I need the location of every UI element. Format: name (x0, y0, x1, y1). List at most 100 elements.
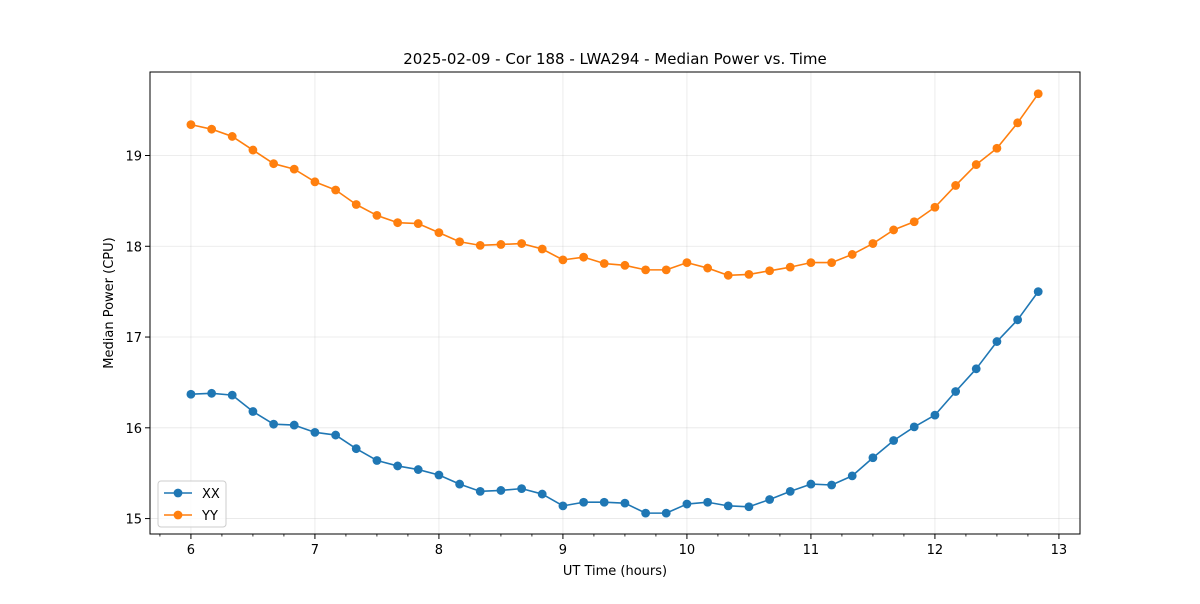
series-yy-point (207, 124, 217, 134)
series-yy-point (186, 120, 196, 130)
series-xx-point (806, 479, 816, 489)
y-tick-label: 16 (125, 422, 142, 437)
series-xx-point (517, 484, 527, 494)
series-xx-point (351, 444, 361, 454)
legend-xx-label: XX (202, 487, 220, 502)
series-xx-point (579, 497, 589, 507)
series-yy-point (558, 255, 568, 265)
series-xx-point (868, 453, 878, 463)
series-xx-point (372, 456, 382, 465)
series-yy-point (889, 225, 899, 235)
series-xx-point (909, 422, 919, 432)
series-yy-point (331, 185, 341, 195)
series-xx-point (889, 436, 899, 445)
series-yy-point (744, 270, 754, 279)
series-xx-point (269, 419, 279, 429)
series-xx-point (331, 430, 341, 440)
x-tick-label: 13 (1051, 543, 1068, 558)
x-tick-label: 7 (311, 543, 319, 558)
series-yy-point (393, 218, 403, 228)
series-xx-point (393, 461, 403, 471)
series-xx-point (434, 470, 444, 480)
series-yy-point (785, 262, 795, 272)
series-yy-point (827, 258, 837, 268)
legend-yy-label: YY (201, 509, 218, 524)
y-tick-label: 15 (125, 513, 142, 528)
chart-title: 2025-02-09 - Cor 188 - LWA294 - Median P… (403, 50, 827, 68)
x-tick-label: 9 (559, 543, 567, 558)
plot-frame (149, 71, 1081, 535)
series-yy-point (951, 181, 961, 190)
series-xx-point (785, 486, 795, 496)
x-axis-label: UT Time (hours) (563, 564, 667, 579)
x-tick-label: 11 (803, 543, 820, 558)
series-xx-point (930, 410, 940, 420)
series-yy-point (992, 143, 1002, 153)
series-xx-point (992, 337, 1002, 346)
series-yy-point (227, 132, 237, 141)
x-tick-label: 10 (679, 543, 696, 558)
series-yy-point (1033, 89, 1043, 99)
series-yy-point (372, 211, 382, 220)
series-xx-point (413, 465, 423, 474)
series-xx-point (186, 389, 196, 399)
series-yy-point (351, 200, 361, 209)
series-yy-point (413, 219, 423, 228)
series-yy-point (641, 265, 651, 275)
series-xx-point (248, 407, 258, 416)
series-yy-point (269, 159, 279, 169)
series-yy-point (310, 177, 320, 187)
legend-xx-marker (173, 488, 183, 498)
series-xx-point (475, 486, 485, 496)
series-xx-point (1033, 287, 1043, 297)
y-tick-label: 17 (125, 331, 142, 346)
ticks: 6 7 8 9 10 11 12 13 15 16 17 18 19 (125, 150, 1067, 558)
series-yy-point (1013, 118, 1023, 128)
series-yy-point (599, 259, 609, 268)
series-yy-point (930, 202, 940, 212)
series-yy-point (971, 160, 981, 169)
series-yy-point (537, 244, 547, 254)
y-tick-label: 19 (125, 150, 142, 165)
series-yy-point (517, 239, 527, 248)
series-xx-point (682, 499, 692, 509)
series-yy-point (620, 260, 630, 270)
x-tick-label: 6 (187, 543, 195, 558)
series-xx-point (765, 495, 775, 504)
series-yy-point (248, 145, 258, 155)
series-yy-point (868, 239, 878, 248)
series-xx-point (951, 387, 961, 396)
x-tick-label: 12 (927, 543, 944, 558)
y-tick-label: 18 (125, 240, 142, 255)
series-yy-point (289, 164, 299, 174)
series-yy-point (703, 263, 713, 273)
series-yy-point (661, 265, 671, 275)
series-yy-point (475, 240, 485, 250)
series-yy-point (765, 266, 775, 276)
series-xx-point (641, 508, 651, 518)
series-yy-point (579, 252, 589, 262)
legend: XX YY (157, 480, 227, 528)
series-xx-point (558, 501, 568, 511)
series-xx-point (289, 420, 299, 430)
series-xx-point (310, 427, 320, 437)
series-xx-point (227, 390, 237, 400)
y-axis-label: Median Power (CPU) (102, 237, 117, 368)
series-yy-point (682, 258, 692, 268)
series-xx-point (703, 497, 713, 507)
series-xx-point (1013, 315, 1023, 325)
series-xx-point (723, 501, 733, 511)
series-layer (186, 89, 1043, 518)
series-yy-point (847, 250, 857, 259)
grid (150, 72, 1080, 534)
series-xx-point (496, 486, 506, 495)
series-xx-point (661, 508, 671, 518)
plot-area-background (150, 72, 1080, 534)
series-yy-point (496, 240, 506, 249)
series-yy-point (723, 270, 733, 280)
series-xx-point (744, 502, 754, 512)
series-xx-point (847, 471, 857, 481)
series-yy-point (434, 228, 444, 238)
series-yy-point (455, 237, 465, 247)
